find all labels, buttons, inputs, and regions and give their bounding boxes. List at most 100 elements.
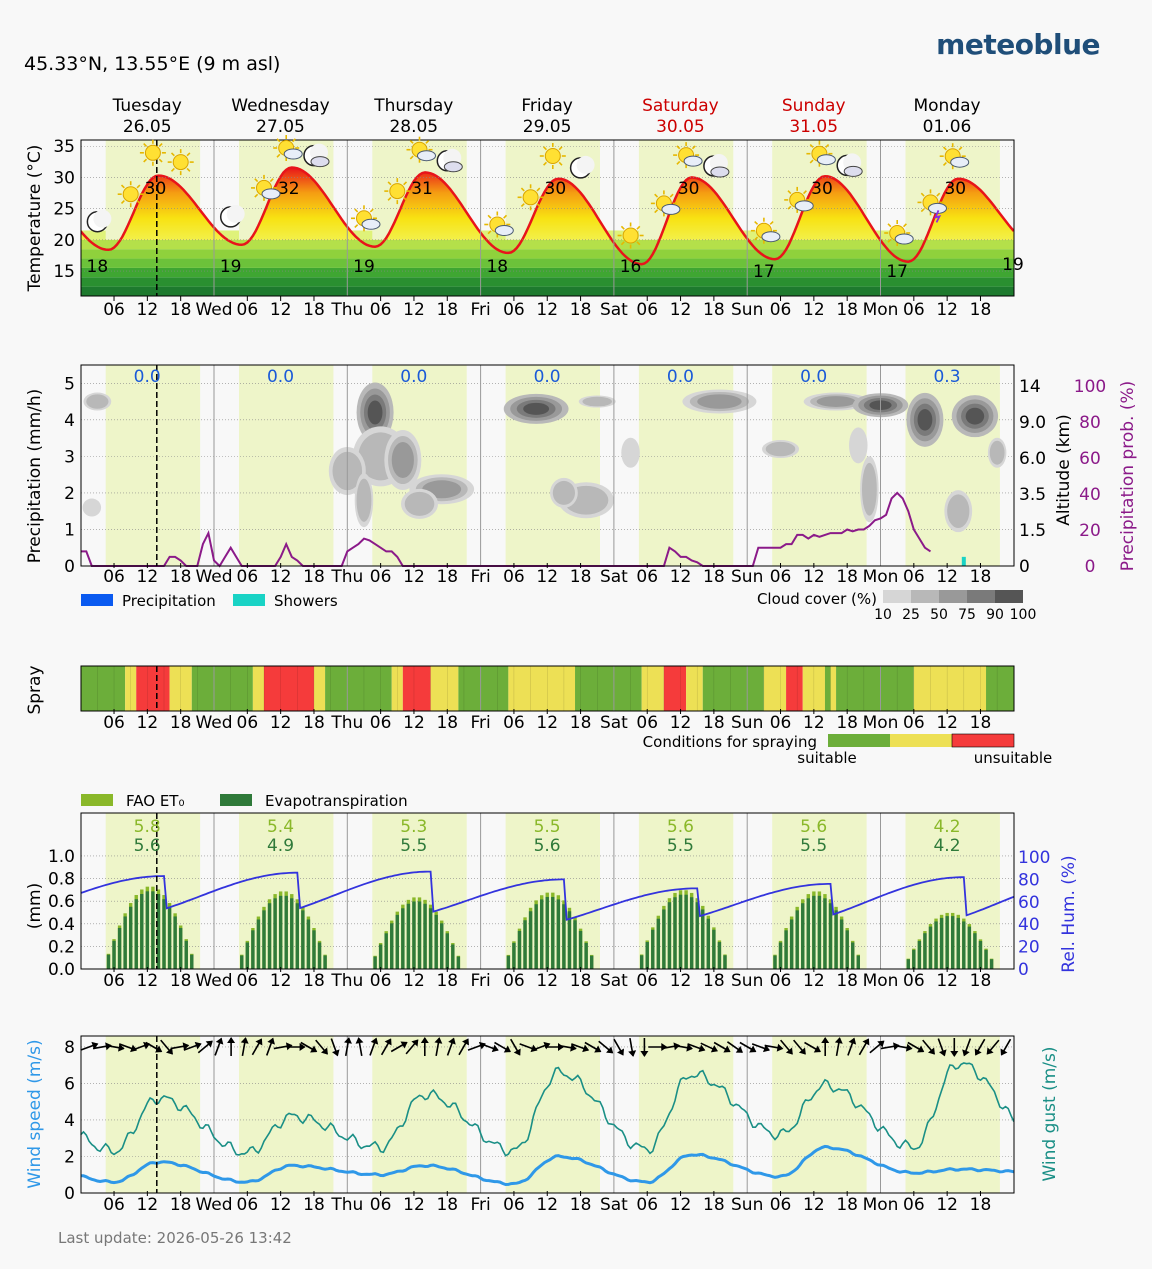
evapotranspiration-bar — [973, 933, 977, 969]
daily-fao-total: 5.8 — [134, 817, 161, 837]
daily-fao-total: 5.4 — [267, 817, 294, 837]
cloud-cover-blob — [861, 462, 877, 516]
evapotranspiration-bar — [978, 941, 983, 969]
wind-ytick: 0 — [64, 1184, 75, 1204]
evapotranspiration-bar — [456, 956, 461, 969]
wind-direction-arrow-icon — [369, 1037, 379, 1056]
daily-precip-total: 0.0 — [134, 367, 161, 387]
cloud-cover-blob — [356, 478, 372, 522]
humidity-ylabel: Rel. Hum. (%) — [1059, 855, 1079, 972]
evapotranspiration-bar — [784, 930, 788, 969]
spray-condition-segment — [80, 666, 126, 711]
wind-ytick: 6 — [64, 1074, 75, 1094]
spray-condition-segment — [169, 666, 192, 711]
daily-fao-total: 5.3 — [400, 817, 427, 837]
wind-direction-arrow-icon — [571, 1043, 590, 1053]
thunder-icon — [917, 189, 947, 223]
cloud-cover-blob — [989, 440, 1005, 465]
temp-hour-tick: 12 — [403, 300, 425, 320]
evapotranspiration-bar — [534, 904, 538, 969]
evapotranspiration-bar — [312, 930, 316, 969]
evapotranspiration-bar — [301, 910, 305, 969]
wind-direction-arrow-icon — [344, 1037, 352, 1057]
evapo-day-tick-5: Sun — [731, 971, 763, 991]
wind-direction-arrow-icon — [315, 1039, 328, 1055]
spray-hour-tick: 12 — [670, 713, 692, 733]
evapotranspiration-bar — [662, 909, 666, 969]
spray-hour-tick: 06 — [636, 713, 658, 733]
temperature-line — [81, 166, 1014, 266]
wind-day-tick-3: Fri — [470, 1195, 490, 1215]
temp-min-label: 17 — [886, 262, 908, 282]
wind-direction-arrow-icon — [687, 1043, 706, 1053]
wind-day-tick-2: Thu — [330, 1195, 363, 1215]
precip-day-tick-3: Fri — [470, 567, 490, 587]
spray-condition-segment — [986, 666, 1014, 711]
evapotranspiration-bar — [656, 918, 661, 969]
spray-day-tick-6: Mon — [863, 713, 899, 733]
temp-hour-tick: 06 — [237, 300, 259, 320]
partly-cloudy-icon — [939, 143, 970, 170]
wind-hour-tick: 06 — [770, 1195, 792, 1215]
wind-hour-tick: 12 — [936, 1195, 958, 1215]
wind-hour-tick: 12 — [137, 1195, 159, 1215]
evapotranspiration-bar — [639, 955, 644, 969]
evapotranspiration-bar — [967, 926, 972, 969]
evapo-hour-tick: 06 — [770, 971, 792, 991]
humidity-tick: 40 — [1018, 915, 1040, 935]
precip-hour-tick: 18 — [170, 567, 192, 587]
evapotranspiration-bar — [812, 895, 816, 969]
cloud-cover-blob — [697, 394, 742, 409]
precip-hour-tick: 06 — [503, 567, 525, 587]
evapotranspiration-bar — [856, 955, 860, 969]
evapotranspiration-bar — [317, 942, 322, 969]
meteoblue-logo[interactable]: meteoblue — [936, 28, 1100, 61]
evapo-hour-tick: 12 — [270, 971, 292, 991]
wind-direction-arrow-icon — [847, 1037, 857, 1056]
temp-hour-tick: 18 — [836, 300, 858, 320]
spray-legend-suitable-label: suitable — [797, 749, 856, 767]
spray-hour-tick: 18 — [836, 713, 858, 733]
wind-direction-arrow-icon — [793, 1039, 806, 1055]
cloud-cover-blob — [849, 427, 868, 464]
temp-day-tick-4: Sat — [600, 300, 628, 320]
wind-hour-tick: 12 — [403, 1195, 425, 1215]
temp-day-tick-6: Mon — [863, 300, 899, 320]
evapo-hour-tick: 12 — [536, 971, 558, 991]
wind-hour-tick: 06 — [903, 1195, 925, 1215]
evapotranspiration-bar — [140, 893, 144, 969]
evapotranspiration-bar — [928, 926, 933, 969]
wind-direction-arrow-icon — [160, 1039, 173, 1055]
cloud-cover-blob — [404, 491, 435, 516]
precip-prob-tick: 60 — [1079, 449, 1101, 469]
daily-evapo-total: 4.2 — [933, 836, 960, 856]
wind-direction-arrow-icon — [986, 1039, 1000, 1055]
clear-night-icon — [569, 155, 595, 179]
wind-direction-arrow-icon — [420, 1037, 429, 1056]
evapotranspiration-bar — [589, 955, 594, 969]
spray-condition-segment — [763, 666, 787, 711]
daily-precip-total: 0.0 — [267, 367, 294, 387]
spray-hour-tick: 12 — [270, 713, 292, 733]
daily-evapo-total: 5.5 — [667, 836, 694, 856]
precip-hour-tick: 18 — [970, 567, 992, 587]
sunny-icon — [139, 139, 166, 166]
cloudy-night-icon — [836, 153, 863, 177]
evapotranspiration-bar — [384, 933, 388, 969]
evapotranspiration-bar — [939, 917, 944, 969]
evapotranspiration-bar — [251, 930, 255, 969]
wind-direction-arrow-icon — [446, 1037, 456, 1056]
temp-min-label: 18 — [87, 257, 109, 277]
evapotranspiration-bar — [917, 941, 922, 969]
cloud-cover-blob — [965, 407, 985, 425]
showers-legend-swatch — [233, 594, 265, 606]
evapo-hour-tick: 06 — [903, 971, 925, 991]
spray-condition-segment — [191, 666, 253, 711]
evapotranspiration-bar — [112, 940, 116, 969]
sunny-cloud-icon — [273, 135, 303, 161]
evapo-hour-tick: 06 — [370, 971, 392, 991]
temp-hour-tick: 12 — [137, 300, 159, 320]
spray-condition-segment — [830, 666, 837, 711]
clear-night-icon — [219, 204, 245, 228]
daylight-band-precip — [105, 365, 201, 566]
